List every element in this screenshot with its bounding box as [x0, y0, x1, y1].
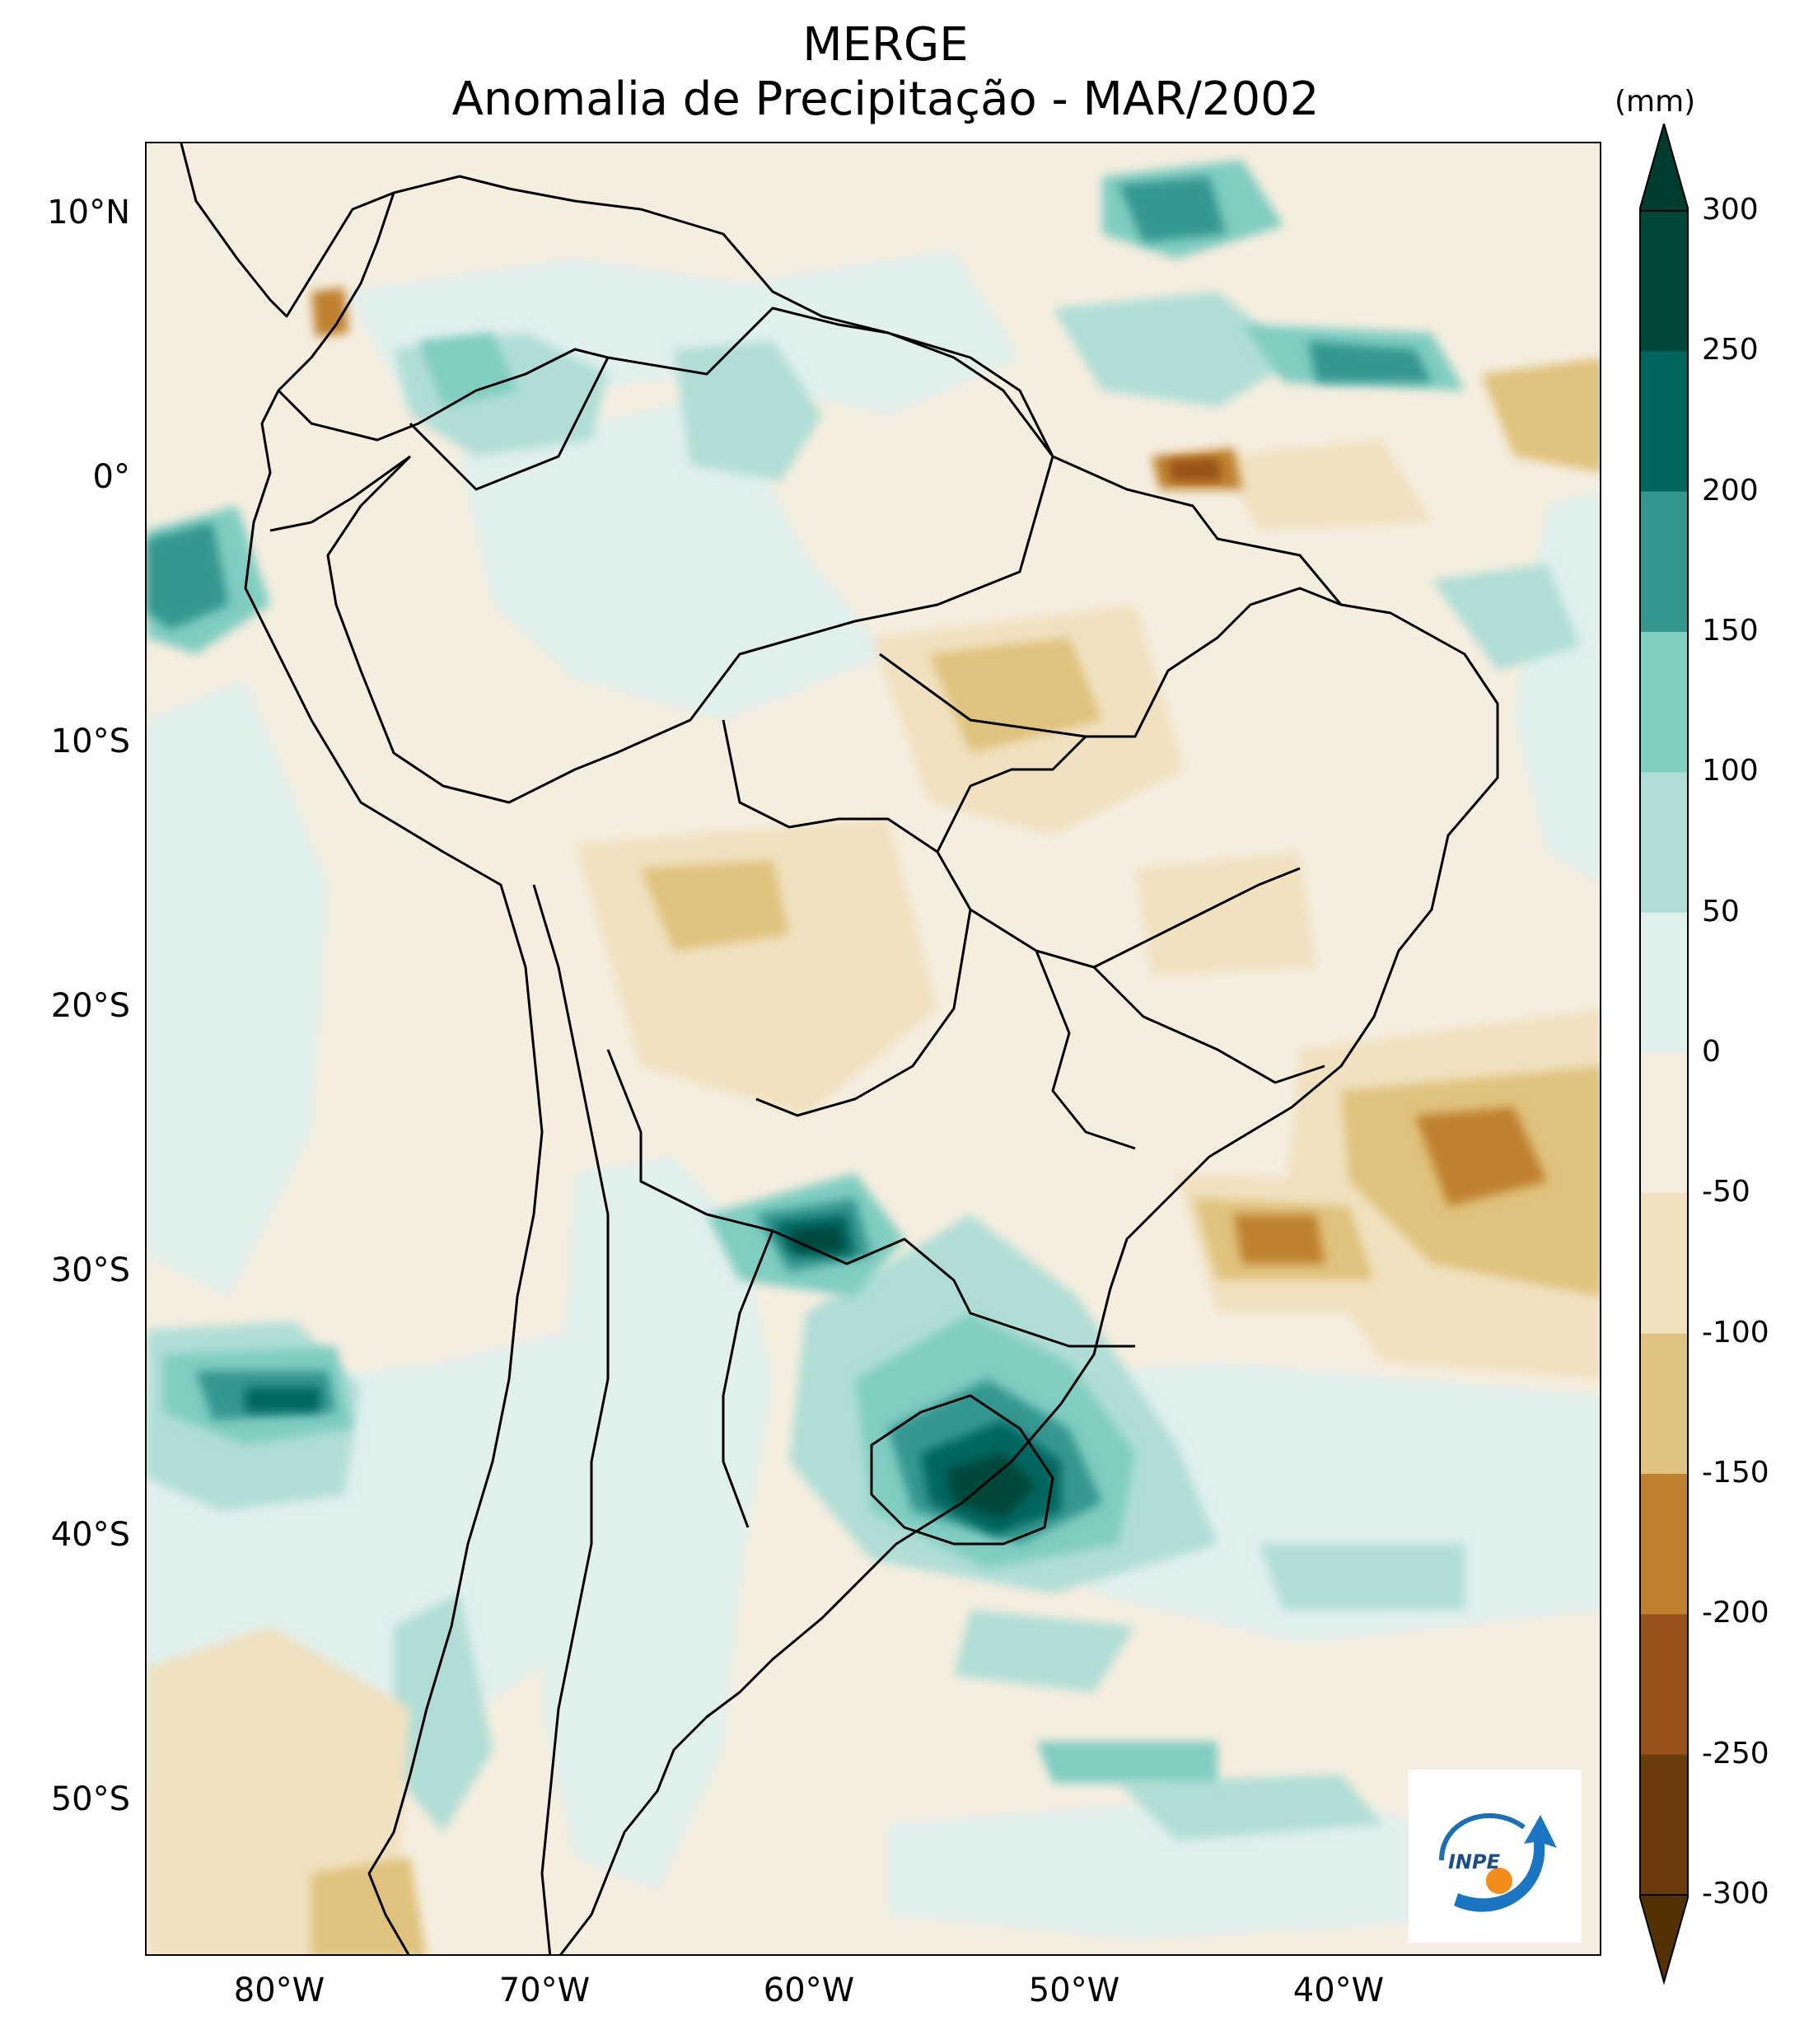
colorbar-bands — [1640, 211, 1688, 1896]
south-america-coastline — [180, 143, 1499, 1954]
colorbar-band-2 — [1640, 491, 1688, 633]
colorbar-band-9 — [1640, 1474, 1688, 1615]
colorbar-tick-label: 100 — [1702, 754, 1759, 788]
inpe-logo-icon: INPE — [1439, 1812, 1557, 1912]
lat-label-50s: 50°S — [50, 1780, 130, 1818]
lat-label-40s: 40°S — [50, 1516, 130, 1554]
map-title: MERGE — [802, 18, 969, 72]
brazil-border — [326, 306, 1054, 804]
colorbar-tick-label: -100 — [1702, 1315, 1769, 1349]
map-subtitle: Anomalia de Precipitação - MAR/2002 — [451, 72, 1320, 126]
colorbar-tick-label: -150 — [1702, 1456, 1769, 1490]
lon-label-40w: 40°W — [1292, 1972, 1385, 2009]
colorbar-unit: (mm) — [1615, 85, 1696, 119]
colorbar-band-11 — [1640, 1754, 1688, 1896]
colorbar-extend-low — [1639, 1894, 1689, 1986]
colorbar-tick-label: 50 — [1702, 894, 1740, 928]
lon-label-60w: 60°W — [763, 1972, 855, 2009]
inpe-logo: INPE — [1409, 1770, 1582, 1943]
colorbar-tick-label: 0 — [1702, 1035, 1721, 1069]
colorbar-band-6 — [1640, 1053, 1688, 1194]
northern-borders — [269, 348, 609, 532]
colorbar-band-4 — [1640, 772, 1688, 914]
colorbar — [1639, 124, 1689, 1986]
precipitation-anomaly-map — [147, 143, 1600, 1954]
colorbar-tick-label: 150 — [1702, 614, 1759, 648]
colorbar-tick-label: -300 — [1702, 1877, 1769, 1911]
lat-label-30s: 30°S — [50, 1251, 130, 1289]
colorbar-band-10 — [1640, 1614, 1688, 1756]
colorbar-tick-label: -200 — [1702, 1596, 1769, 1630]
brazil-states-border — [722, 587, 1342, 1150]
lat-label-20s: 20°S — [50, 987, 130, 1025]
inpe-logo-text: INPE — [1448, 1850, 1501, 1873]
southern-borders — [606, 1049, 1135, 1546]
colorbar-band-5 — [1640, 912, 1688, 1054]
lat-label-10s: 10°S — [50, 723, 130, 760]
colorbar-frame — [1639, 210, 1689, 1896]
colorbar-band-3 — [1640, 632, 1688, 773]
lon-label-50w: 50°W — [1028, 1972, 1120, 2009]
colorbar-band-1 — [1640, 351, 1688, 493]
colorbar-tick-label: 250 — [1702, 333, 1759, 367]
colorbar-extend-high — [1639, 124, 1689, 212]
colorbar-band-7 — [1640, 1193, 1688, 1335]
lon-label-80w: 80°W — [233, 1972, 325, 2009]
colorbar-tick-label: -50 — [1702, 1175, 1750, 1209]
anomaly-zone-neg200-neg250 — [1168, 458, 1222, 481]
colorbar-tick-label: 200 — [1702, 473, 1759, 507]
colorbar-tick-label: 300 — [1702, 193, 1759, 227]
andes-border — [532, 884, 610, 1954]
colorbar-tick-label: -250 — [1702, 1736, 1769, 1770]
map-panel — [145, 142, 1601, 1956]
lat-label-10n: 10°N — [47, 194, 130, 232]
colorbar-band-8 — [1640, 1333, 1688, 1475]
lon-label-70w: 70°W — [498, 1972, 591, 2009]
coastline-and-borders — [180, 143, 1499, 1954]
lat-label-0: 0° — [92, 458, 130, 496]
colorbar-band-0 — [1640, 211, 1688, 352]
